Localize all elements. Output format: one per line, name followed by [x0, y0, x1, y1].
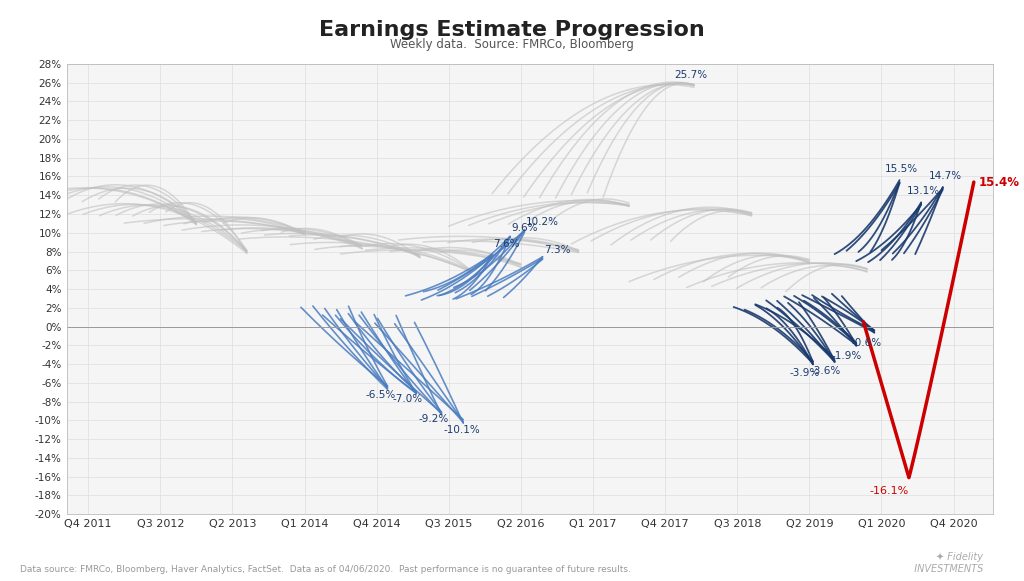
Text: ✦ Fidelity
  INVESTMENTS: ✦ Fidelity INVESTMENTS [907, 553, 983, 574]
Text: -10.1%: -10.1% [443, 425, 480, 435]
Text: -3.9%: -3.9% [790, 368, 819, 378]
Text: 9.6%: 9.6% [512, 223, 538, 233]
Text: 7.6%: 7.6% [494, 239, 520, 249]
Text: -1.9%: -1.9% [831, 351, 861, 361]
Text: -6.5%: -6.5% [366, 390, 396, 400]
Text: 13.1%: 13.1% [906, 187, 940, 196]
Text: 15.5%: 15.5% [885, 164, 919, 174]
Text: -7.0%: -7.0% [392, 394, 423, 404]
Text: 7.3%: 7.3% [544, 245, 570, 254]
Text: Data source: FMRCo, Bloomberg, Haver Analytics, FactSet.  Data as of 04/06/2020.: Data source: FMRCo, Bloomberg, Haver Ana… [20, 565, 632, 574]
Text: 25.7%: 25.7% [674, 70, 707, 80]
Text: -16.1%: -16.1% [869, 486, 908, 496]
Text: 14.7%: 14.7% [929, 171, 962, 181]
Text: 10.2%: 10.2% [526, 217, 559, 227]
Text: -0.6%: -0.6% [851, 339, 882, 349]
Text: -3.6%: -3.6% [811, 365, 841, 376]
Text: Weekly data.  Source: FMRCo, Bloomberg: Weekly data. Source: FMRCo, Bloomberg [390, 38, 634, 51]
Text: Earnings Estimate Progression: Earnings Estimate Progression [319, 20, 705, 40]
Text: -9.2%: -9.2% [419, 414, 449, 425]
Text: 15.4%: 15.4% [979, 175, 1020, 189]
